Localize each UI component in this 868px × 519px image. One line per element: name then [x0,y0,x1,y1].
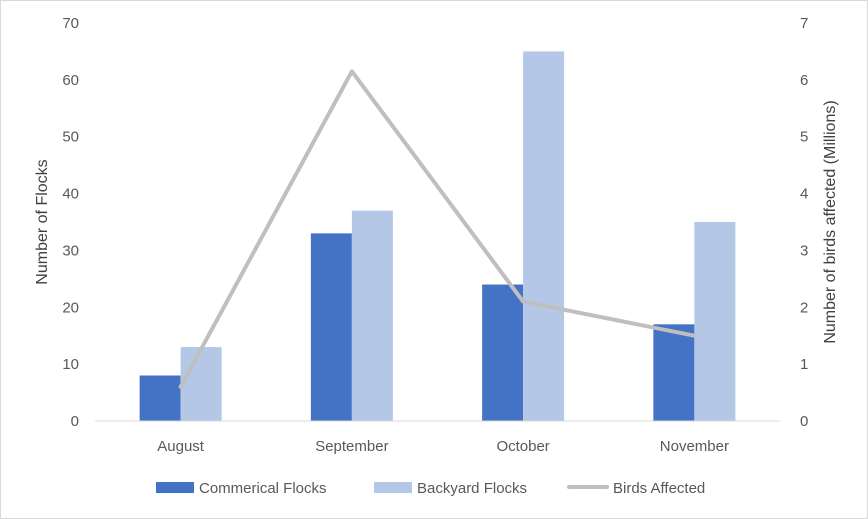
bar-backyard-flocks [351,210,393,421]
bar-backyard-flocks [180,347,222,421]
y2-tick-label: 1 [800,356,808,373]
legend-label: Commerical Flocks [199,480,327,497]
y2-tick-label: 0 [800,413,808,430]
legend-swatch [374,482,412,493]
bar-commerical-flocks [653,324,695,421]
x-tick-label: September [315,438,388,455]
y-tick-label: 10 [62,356,79,373]
x-tick-label: October [496,438,549,455]
bar-commerical-flocks [139,375,181,421]
bars-layer [139,51,736,422]
axes-layer: 0 10 20 30 40 50 60 70 0 1 2 3 4 5 6 7 August September Oc… [62,15,808,455]
legend-label: Backyard Flocks [417,480,527,497]
y2-tick-label: 6 [800,72,808,89]
legend-swatch [156,482,194,493]
bar-backyard-flocks [523,51,565,422]
line-layer [178,69,697,389]
x-tick-label: August [157,438,205,455]
legend: Commerical Flocks Backyard Flocks Birds Af… [156,480,705,497]
legend-label: Birds Affected [613,480,705,497]
y-tick-label: 20 [62,299,79,316]
bar-backyard-flocks [694,222,736,421]
line-birds-affected [178,69,697,389]
y-tick-label: 70 [62,15,79,32]
bar-commerical-flocks [482,284,524,421]
y2-axis-title: Number of birds affected (Millions) [822,100,839,343]
y-tick-label: 0 [71,413,79,430]
y-tick-label: 30 [62,242,79,259]
y2-tick-label: 7 [800,15,808,32]
y2-tick-label: 2 [800,299,808,316]
y-axis-title: Number of Flocks [34,159,51,284]
y-tick-label: 50 [62,129,79,146]
y-tick-label: 60 [62,72,79,89]
y2-tick-label: 3 [800,242,808,259]
y2-tick-label: 5 [800,129,808,146]
y2-tick-label: 4 [800,186,808,203]
y-tick-label: 40 [62,186,79,203]
bar-commerical-flocks [310,233,352,421]
x-tick-label: November [660,438,729,455]
